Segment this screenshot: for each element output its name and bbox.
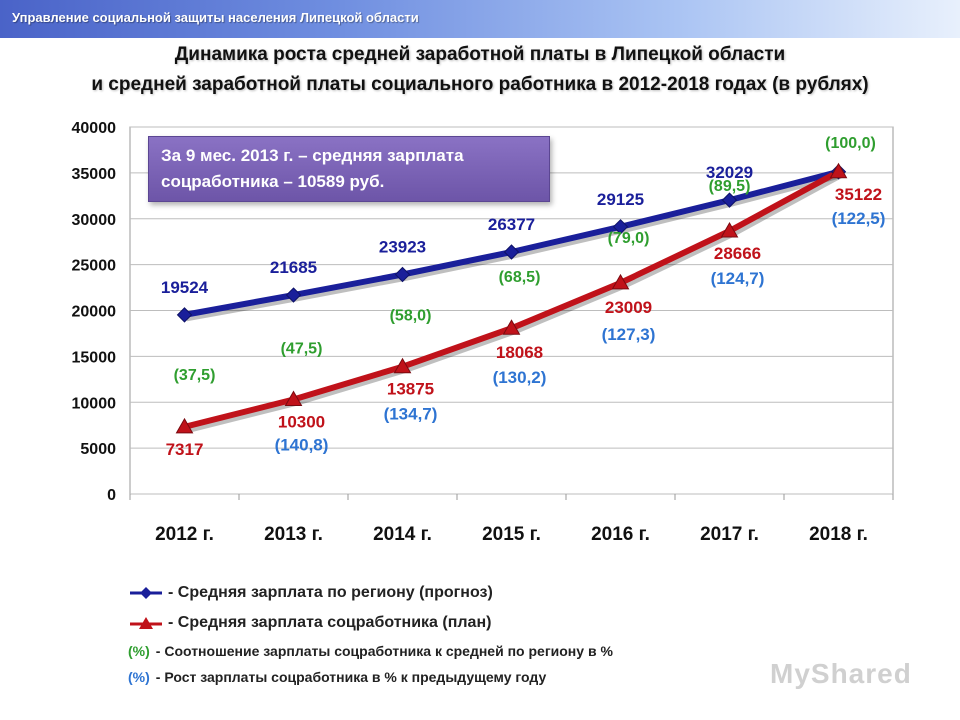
callout-line-2: соцработника – 10589 руб. (161, 172, 385, 191)
x-tick-label: 2014 г. (373, 524, 432, 545)
data-label-social: 18068 (496, 343, 543, 362)
y-tick-label: 20000 (72, 304, 117, 321)
point-region (612, 219, 629, 235)
y-tick-label: 5000 (80, 441, 116, 458)
growth-label: (134,7) (384, 405, 438, 424)
ratio-label: (58,0) (390, 308, 432, 325)
x-tick-label: 2013 г. (264, 524, 323, 545)
data-label-region: 26377 (488, 215, 535, 234)
point-social (502, 319, 521, 335)
x-tick-label: 2012 г. (155, 524, 214, 545)
x-tick-label: 2015 г. (482, 524, 541, 545)
legend-ratio-mark: (%) (128, 643, 150, 659)
ratio-label: (37,5) (174, 367, 216, 384)
ratio-label: (79,0) (608, 230, 650, 247)
growth-label: (140,8) (275, 435, 329, 454)
legend-item-ratio: (%) - Соотношение зарплаты соцработника … (128, 638, 613, 664)
legend-growth-mark: (%) (128, 669, 150, 685)
legend-item-growth: (%) - Рост зарплаты соцработника в % к п… (128, 664, 613, 690)
growth-label: (122,5) (832, 209, 886, 228)
x-tick-label: 2016 г. (591, 524, 650, 545)
y-tick-label: 0 (107, 487, 116, 504)
data-label-social: 10300 (278, 412, 325, 431)
point-social (720, 221, 739, 238)
data-label-social: 23009 (605, 298, 652, 317)
x-tick-label: 2017 г. (700, 524, 759, 545)
point-region (285, 287, 302, 303)
legend-label-social: - Средняя зарплата соцработника (план) (168, 614, 492, 631)
point-social (829, 162, 848, 179)
data-label-region: 23923 (379, 238, 426, 257)
watermark: MyShared (770, 658, 912, 689)
callout-line-1: За 9 мес. 2013 г. – средняя зарплата (161, 146, 464, 165)
y-tick-label: 40000 (72, 120, 117, 137)
point-social (175, 417, 194, 434)
point-region (176, 307, 193, 323)
ratio-label: (100,0) (825, 135, 876, 152)
data-label-social: 7317 (166, 440, 204, 459)
growth-label: (130,2) (493, 368, 547, 387)
data-label-region: 29125 (597, 190, 644, 209)
y-tick-label: 30000 (72, 212, 117, 229)
x-tick-label: 2018 г. (809, 524, 868, 545)
legend: - Средняя зарплата по региону (прогноз) … (128, 578, 613, 690)
point-region (503, 244, 520, 260)
y-tick-label: 35000 (72, 166, 117, 183)
ratio-label: (68,5) (499, 269, 541, 286)
point-social (611, 273, 630, 290)
y-tick-label: 15000 (72, 349, 117, 366)
legend-label-ratio: - Соотношение зарплаты соцработника к ср… (155, 643, 613, 659)
legend-item-region: - Средняя зарплата по региону (прогноз) (128, 578, 613, 608)
ratio-label: (89,5) (709, 178, 751, 195)
ratio-label: (47,5) (281, 340, 323, 357)
data-label-social: 28666 (714, 244, 761, 263)
header-bar: Управление социальной защиты населения Л… (0, 0, 960, 38)
legend-triangle-line-icon (130, 617, 162, 629)
data-label-region: 32029 (706, 163, 753, 182)
data-label-social: 35122 (835, 185, 882, 204)
y-tick-label: 10000 (72, 395, 117, 412)
point-social (393, 357, 412, 374)
chart-title-line-1: Динамика роста средней заработной платы … (174, 44, 786, 65)
data-label-region: 19524 (161, 278, 209, 297)
growth-label: (124,7) (711, 269, 765, 288)
data-label-social: 13875 (387, 380, 434, 399)
data-label-region: 21685 (270, 258, 317, 277)
callout-box: За 9 мес. 2013 г. – средняя зарплата соц… (148, 136, 550, 202)
y-tick-label: 25000 (72, 258, 117, 275)
chart-title-line-2: и средней заработной платы социального р… (91, 74, 869, 95)
org-name: Управление социальной защиты населения Л… (12, 10, 419, 25)
point-region (721, 192, 738, 208)
point-region (394, 266, 411, 283)
growth-label: (127,3) (602, 325, 656, 344)
point-social (284, 390, 303, 406)
legend-diamond-line-icon (130, 587, 162, 599)
legend-label-region: - Средняя зарплата по региону (прогноз) (168, 584, 493, 601)
legend-item-social: - Средняя зарплата соцработника (план) (128, 608, 613, 638)
chart-title: Динамика роста средней заработной платы … (0, 40, 960, 100)
legend-label-growth: - Рост зарплаты соцработника в % к преды… (155, 669, 547, 685)
